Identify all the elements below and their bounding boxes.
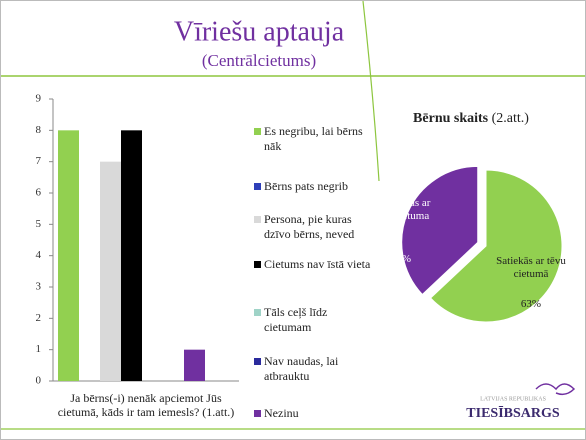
legend-swatch <box>254 216 261 223</box>
logo-small: LATVIJAS REPUBLIKAS <box>480 396 546 402</box>
legend-swatch <box>254 128 261 135</box>
y-tick-label: 1 <box>36 343 42 355</box>
bar <box>184 349 205 381</box>
legend-swatch <box>254 183 261 190</box>
slice-value: 37% <box>390 253 412 265</box>
slice-name: Satiekās ar tēvu cietumā <box>496 255 566 280</box>
slide-subtitle: (Centrālcietums) <box>202 51 316 70</box>
logo-text: TIESĪBSARGS <box>466 405 560 421</box>
legend-entry: Persona, pie kuras dzīvo bērns, neved <box>254 212 372 242</box>
legend-entry: Es negribu, lai bērns nāk <box>254 124 372 154</box>
pie-title-note: (2.att.) <box>492 111 530 126</box>
legend-entry: Tāls ceļš līdz cietumam <box>254 305 372 335</box>
legend-entry: Cietums nav īstā vieta <box>254 257 372 272</box>
pie-title: Bērnu skaits (2.att.) <box>413 111 529 126</box>
pie-title-main: Bērnu skaits <box>413 111 489 126</box>
bar <box>100 161 121 381</box>
legend-swatch <box>254 309 261 316</box>
y-tick-label: 6 <box>36 187 42 199</box>
slice-name: Nesatiekās ar tēvu cietuma <box>371 197 431 222</box>
y-tick-label: 2 <box>36 312 42 324</box>
logo-icon <box>535 383 576 396</box>
x-tick-label: Ja bērns(-i) nenāk apciemot Jūs cietumā,… <box>57 391 235 419</box>
y-tick-label: 4 <box>36 249 42 261</box>
y-tick-label: 7 <box>36 155 42 167</box>
bar <box>58 130 79 381</box>
pie-slice <box>401 165 479 296</box>
y-tick-label: 5 <box>36 218 42 230</box>
legend-entry: Bērns pats negrib <box>254 179 372 194</box>
legend-entry: Nav naudas, lai atbrauktu <box>254 354 372 384</box>
y-tick-label: 3 <box>36 281 42 293</box>
y-tick-label: 8 <box>36 124 42 136</box>
slice-value: 63% <box>520 298 542 310</box>
bar <box>121 130 142 381</box>
legend-swatch <box>254 410 261 417</box>
deco-line <box>362 1 380 182</box>
pie-slice <box>429 169 563 323</box>
y-tick-label: 9 <box>36 93 42 105</box>
slide-title: Vīriešu aptauja <box>174 16 345 47</box>
y-tick-label: 0 <box>36 375 42 387</box>
legend-entry: Nezinu <box>254 406 372 421</box>
legend-swatch <box>254 358 261 365</box>
legend-swatch <box>254 261 261 268</box>
